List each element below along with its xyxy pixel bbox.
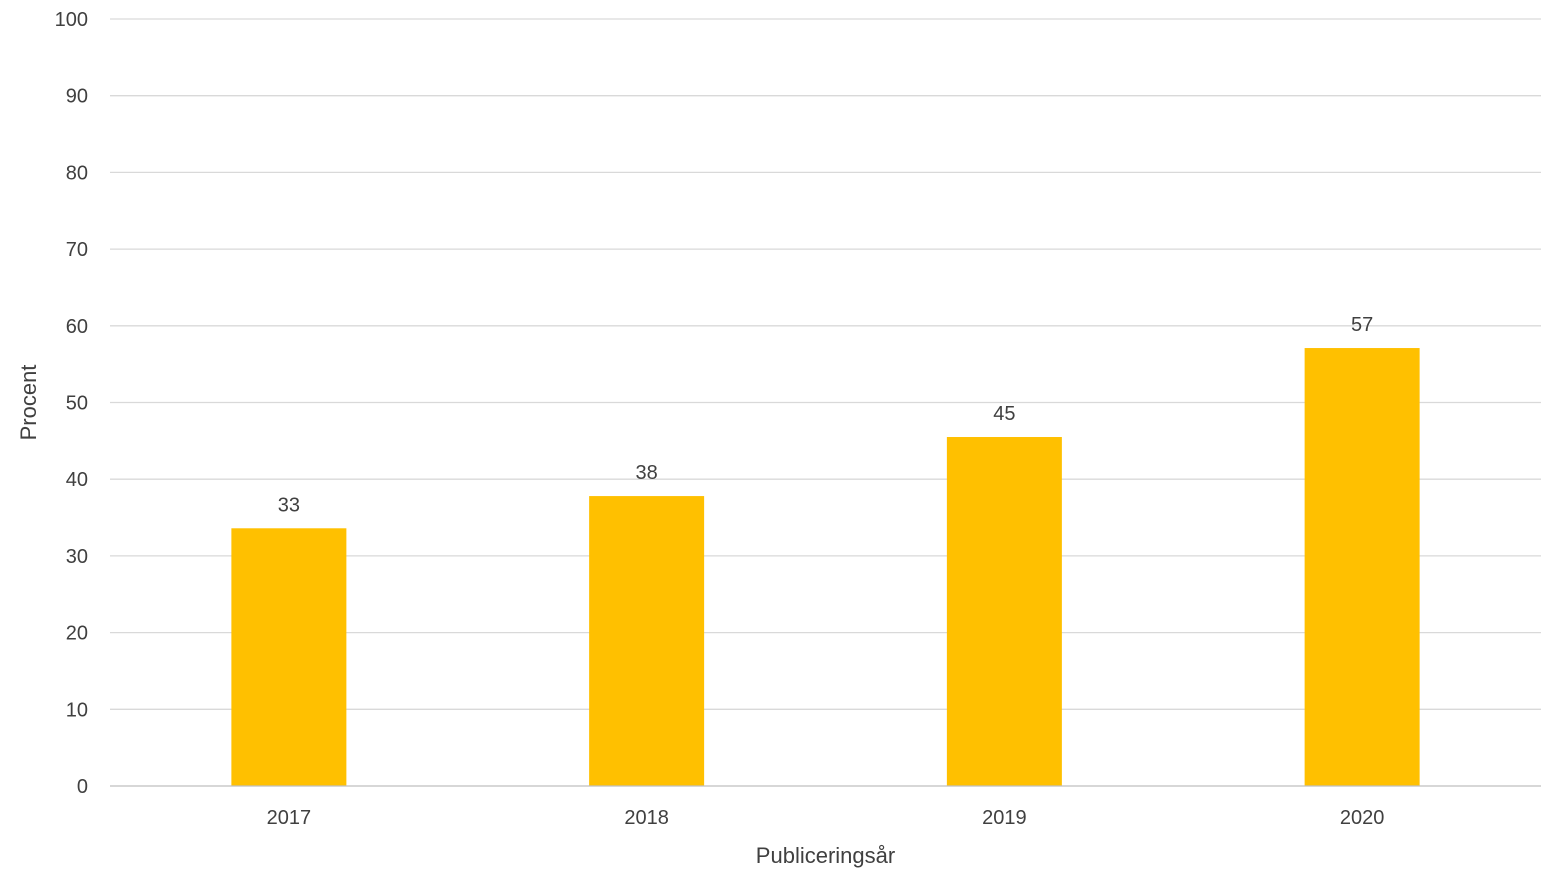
data-label: 33 bbox=[278, 494, 300, 516]
y-tick-label: 90 bbox=[66, 86, 88, 108]
data-label: 45 bbox=[993, 403, 1015, 425]
data-labels: 33 38 45 57 bbox=[278, 314, 1374, 516]
bar bbox=[589, 496, 705, 786]
data-label: 38 bbox=[636, 462, 658, 484]
bar bbox=[1304, 348, 1420, 786]
y-tick-label: 60 bbox=[66, 316, 88, 338]
x-tick-label: 2020 bbox=[1340, 807, 1385, 829]
y-tick-label: 0 bbox=[77, 776, 88, 798]
y-tick-label: 30 bbox=[66, 546, 88, 568]
x-axis-ticks: 2017 2018 2019 2020 bbox=[267, 807, 1385, 829]
y-tick-label: 70 bbox=[66, 239, 88, 261]
x-tick-label: 2019 bbox=[982, 807, 1027, 829]
y-tick-label: 20 bbox=[66, 623, 88, 645]
bar bbox=[231, 528, 347, 786]
y-tick-label: 40 bbox=[66, 469, 88, 491]
y-axis-title: Procent bbox=[16, 365, 41, 441]
bar bbox=[946, 437, 1062, 786]
data-label: 57 bbox=[1351, 314, 1373, 336]
y-tick-label: 50 bbox=[66, 393, 88, 415]
y-tick-label: 100 bbox=[55, 9, 88, 31]
y-tick-label: 10 bbox=[66, 699, 88, 721]
x-tick-label: 2018 bbox=[624, 807, 669, 829]
y-tick-label: 80 bbox=[66, 162, 88, 184]
x-tick-label: 2017 bbox=[267, 807, 312, 829]
y-axis-ticks: 0 10 20 30 40 50 60 70 80 90 100 bbox=[55, 9, 88, 798]
gridlines bbox=[110, 18, 1541, 710]
x-axis-title: Publiceringsår bbox=[756, 843, 895, 868]
bars bbox=[231, 348, 1420, 786]
